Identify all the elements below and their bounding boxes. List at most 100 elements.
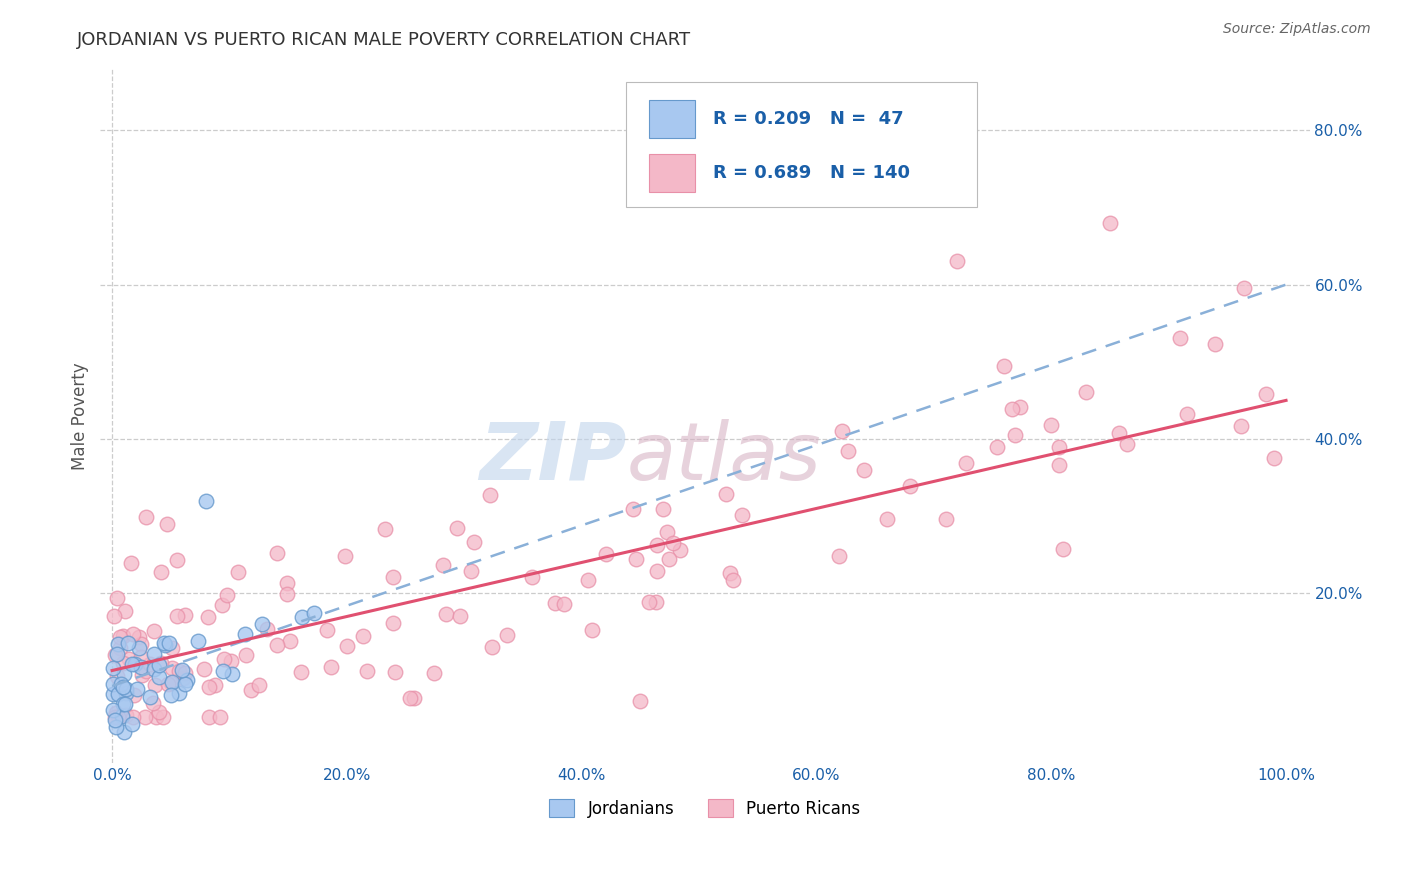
Point xyxy=(831,424,853,438)
Point xyxy=(174,676,197,690)
Point xyxy=(143,678,166,692)
Point xyxy=(112,629,135,643)
Point xyxy=(134,710,156,724)
Point xyxy=(1047,440,1070,454)
Point xyxy=(432,558,454,572)
Point xyxy=(1254,387,1277,401)
Point xyxy=(169,686,191,700)
Point xyxy=(112,725,135,739)
Point xyxy=(172,663,194,677)
Point xyxy=(446,521,468,535)
Point xyxy=(104,713,127,727)
Point xyxy=(381,615,404,630)
Point xyxy=(1039,417,1062,432)
Point xyxy=(104,648,127,663)
Point xyxy=(160,674,183,689)
Point xyxy=(946,254,969,268)
Point xyxy=(105,720,128,734)
Point xyxy=(668,542,690,557)
Point xyxy=(114,686,136,700)
Point xyxy=(1116,437,1139,451)
Point xyxy=(103,704,125,718)
Point xyxy=(714,486,737,500)
Point xyxy=(145,710,167,724)
Point xyxy=(212,664,235,678)
Point xyxy=(156,677,179,691)
Point xyxy=(143,624,166,638)
Point xyxy=(197,710,219,724)
Point xyxy=(173,607,195,622)
Point xyxy=(107,687,129,701)
Point xyxy=(104,710,127,724)
Point xyxy=(460,564,482,578)
Point xyxy=(1204,337,1226,351)
Point xyxy=(156,516,179,531)
Point xyxy=(121,716,143,731)
Point xyxy=(120,556,142,570)
Point xyxy=(121,657,143,671)
Point xyxy=(576,573,599,587)
Point xyxy=(128,630,150,644)
Point xyxy=(124,688,146,702)
Point xyxy=(266,546,288,560)
Point xyxy=(143,662,166,676)
Point xyxy=(111,656,134,670)
Point xyxy=(581,623,603,637)
Point xyxy=(463,535,485,549)
Point xyxy=(624,551,647,566)
Point xyxy=(645,538,668,552)
Text: R = 0.689   N = 140: R = 0.689 N = 140 xyxy=(713,164,911,182)
Point xyxy=(162,660,184,674)
Point xyxy=(167,664,190,678)
FancyBboxPatch shape xyxy=(626,82,977,208)
Point xyxy=(176,673,198,687)
Point xyxy=(1049,458,1071,472)
Point xyxy=(104,706,127,720)
Point xyxy=(335,639,357,653)
Point xyxy=(187,634,209,648)
Legend: Jordanians, Puerto Ricans: Jordanians, Puerto Ricans xyxy=(543,793,868,824)
Point xyxy=(1001,401,1024,416)
Point xyxy=(481,640,503,655)
Point xyxy=(114,604,136,618)
Point xyxy=(315,624,337,638)
Point xyxy=(276,587,298,601)
Point xyxy=(256,623,278,637)
Point xyxy=(239,682,262,697)
Point xyxy=(135,510,157,524)
Point xyxy=(195,493,218,508)
Point xyxy=(496,628,519,642)
Point xyxy=(235,648,257,662)
Point xyxy=(278,634,301,648)
Point xyxy=(731,508,754,522)
Point xyxy=(160,675,183,690)
Point xyxy=(135,664,157,678)
Point xyxy=(321,660,343,674)
Point xyxy=(139,690,162,705)
Point xyxy=(115,707,138,722)
Point xyxy=(149,656,172,670)
Point xyxy=(121,710,143,724)
Point xyxy=(384,665,406,680)
Point xyxy=(197,610,219,624)
Bar xyxy=(650,100,695,138)
Point xyxy=(1233,280,1256,294)
Point xyxy=(657,524,679,539)
Point xyxy=(1052,542,1074,557)
Point xyxy=(1170,331,1192,345)
Point xyxy=(1230,418,1253,433)
Point xyxy=(117,636,139,650)
Point xyxy=(449,608,471,623)
Point xyxy=(522,570,544,584)
Point xyxy=(935,512,957,526)
Point xyxy=(152,710,174,724)
Point xyxy=(103,661,125,675)
Point xyxy=(595,547,617,561)
Point xyxy=(193,662,215,676)
Point xyxy=(434,607,457,621)
Point xyxy=(876,511,898,525)
Text: JORDANIAN VS PUERTO RICAN MALE POVERTY CORRELATION CHART: JORDANIAN VS PUERTO RICAN MALE POVERTY C… xyxy=(77,31,692,49)
Point xyxy=(110,676,132,690)
Point xyxy=(148,670,170,684)
Point xyxy=(621,501,644,516)
